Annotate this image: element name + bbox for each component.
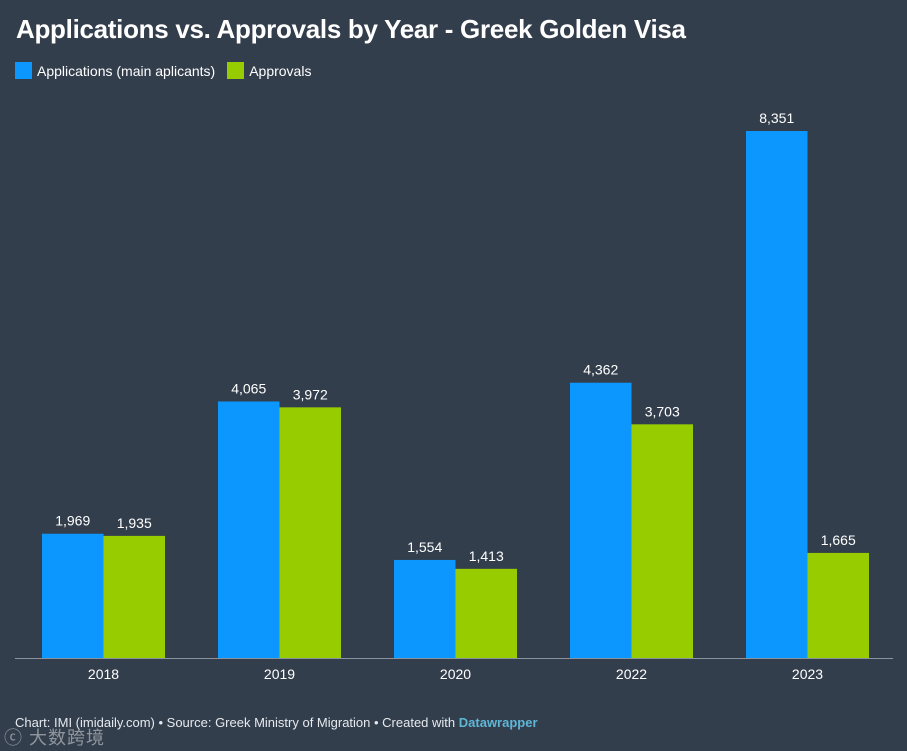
watermark-logo: ⓒ 大数跨境 <box>4 724 105 750</box>
bar-applications-2022 <box>570 382 632 658</box>
bar-applications-2018 <box>42 533 104 658</box>
data-label-approvals-2019: 3,972 <box>293 386 328 402</box>
bar-applications-2020 <box>394 559 456 658</box>
bar-approvals-2022 <box>631 424 693 658</box>
footer-source-text: Chart: IMI (imidaily.com) • Source: Gree… <box>15 715 459 730</box>
bar-approvals-2020 <box>455 568 517 658</box>
x-tick-label-2018: 2018 <box>88 666 119 682</box>
bar-approvals-2023 <box>807 552 869 658</box>
x-tick-label-2020: 2020 <box>440 666 471 682</box>
chart-footer: Chart: IMI (imidaily.com) • Source: Gree… <box>15 715 538 730</box>
x-tick-label-2023: 2023 <box>792 666 823 682</box>
legend-label-approvals: Approvals <box>249 62 312 79</box>
data-label-approvals-2020: 1,413 <box>469 548 504 564</box>
chart-legend: Applications (main aplicants) Approvals <box>15 62 323 79</box>
data-label-applications-2020: 1,554 <box>407 539 442 555</box>
legend-item-approvals: Approvals <box>227 62 311 79</box>
data-label-applications-2023: 8,351 <box>759 110 794 126</box>
chart-title: Applications vs. Approvals by Year - Gre… <box>16 14 686 44</box>
bar-applications-2019 <box>218 401 280 658</box>
x-tick-label-2019: 2019 <box>264 666 295 682</box>
data-label-approvals-2022: 3,703 <box>645 403 680 419</box>
watermark-text: 大数跨境 <box>29 728 106 748</box>
legend-item-applications: Applications (main aplicants) <box>15 62 215 79</box>
data-label-applications-2022: 4,362 <box>583 362 618 378</box>
legend-label-applications: Applications (main aplicants) <box>37 62 216 79</box>
data-label-applications-2018: 1,969 <box>55 513 90 529</box>
bar-applications-2023 <box>746 131 808 658</box>
legend-swatch-approvals <box>227 62 245 79</box>
data-label-approvals-2023: 1,665 <box>821 532 856 548</box>
data-label-applications-2019: 4,065 <box>231 380 266 396</box>
bar-approvals-2018 <box>103 535 165 658</box>
watermark-icon: ⓒ <box>4 728 23 748</box>
x-tick-label-2022: 2022 <box>616 666 647 682</box>
datawrapper-link[interactable]: Datawrapper <box>458 715 538 730</box>
data-label-approvals-2018: 1,935 <box>117 515 152 531</box>
bar-approvals-2019 <box>279 407 341 658</box>
legend-swatch-applications <box>15 62 32 79</box>
